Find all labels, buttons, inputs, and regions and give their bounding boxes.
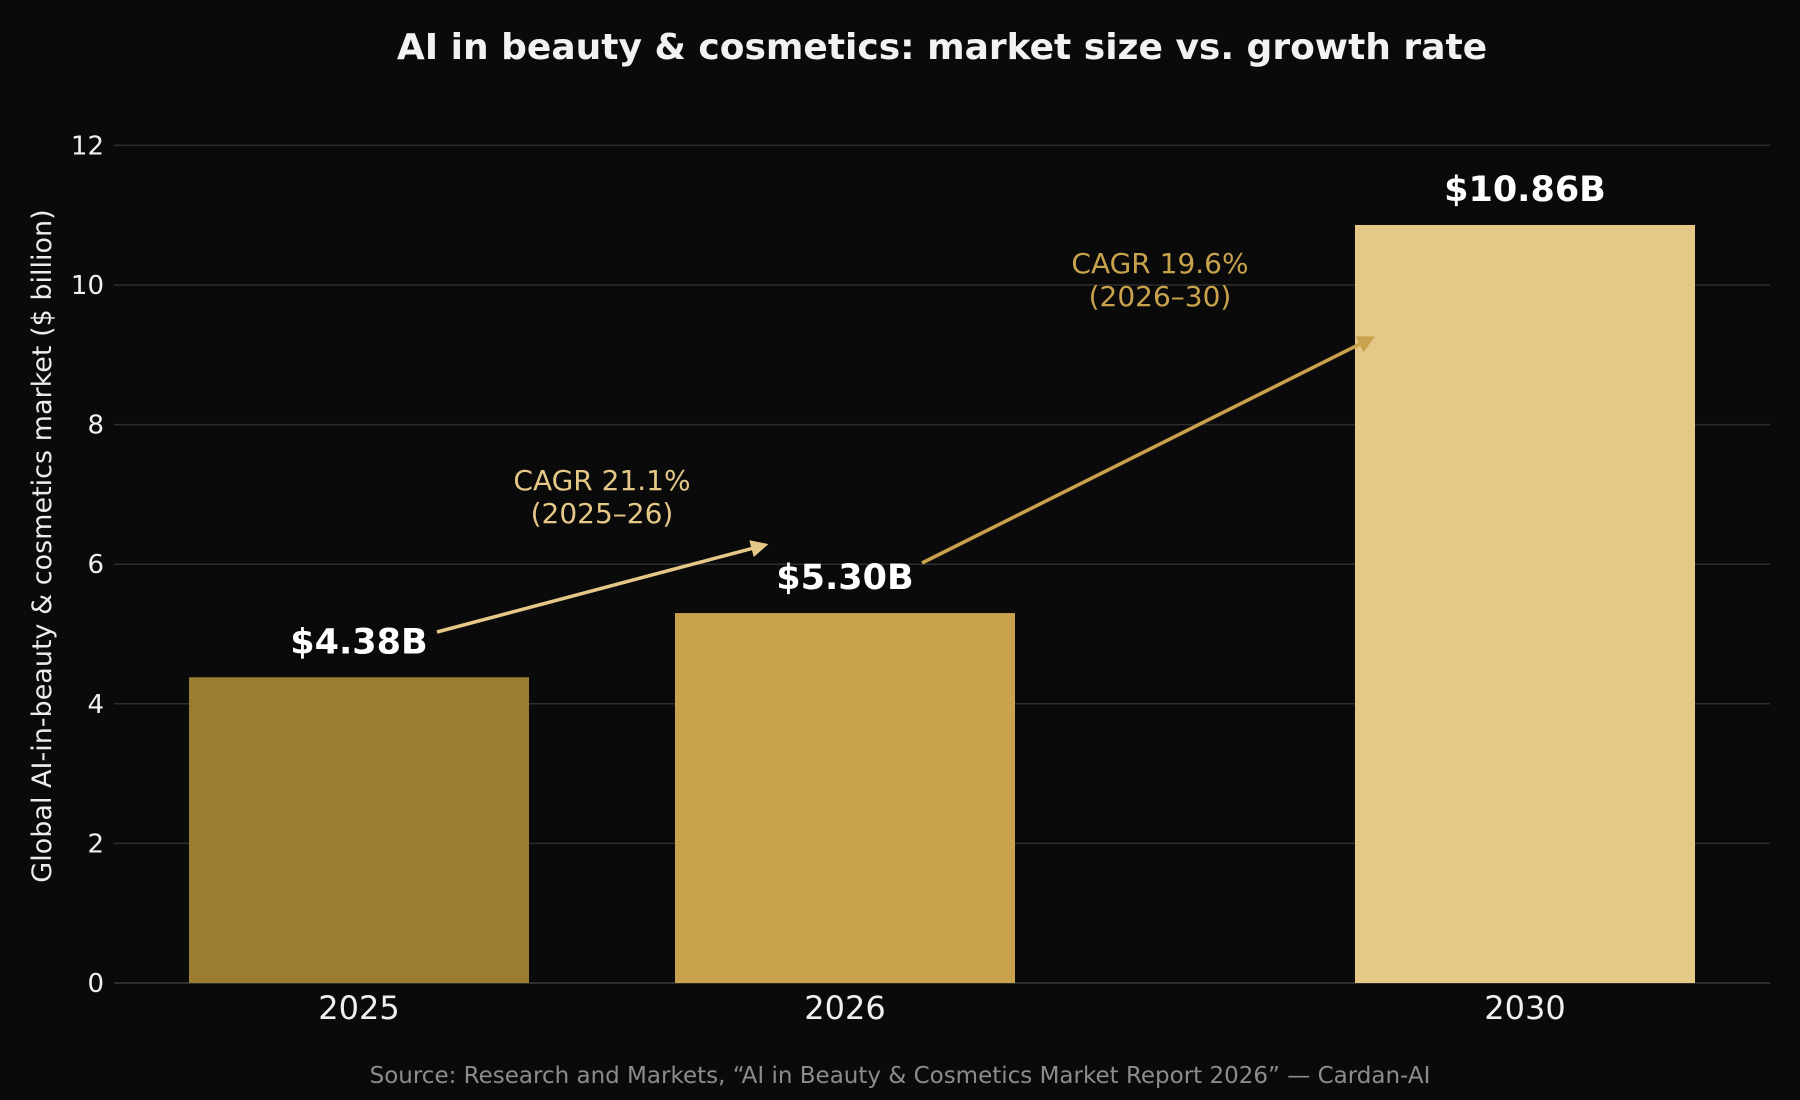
cagr-period-1: (2026–30) <box>1089 280 1232 313</box>
chart-title: AI in beauty & cosmetics: market size vs… <box>397 27 1487 68</box>
y-axis-ticks: 0 2 4 6 8 10 12 <box>71 131 104 999</box>
bar-2026 <box>675 613 1015 983</box>
x-tick-2025: 2025 <box>318 989 399 1027</box>
y-tick-label: 8 <box>87 411 104 441</box>
bars <box>189 224 1695 984</box>
x-tick-2026: 2026 <box>804 989 885 1027</box>
cagr-annotations: CAGR 21.1%(2025–26) CAGR 19.6%(2026–30) <box>436 247 1376 634</box>
data-label-2026: $5.30B <box>776 558 913 598</box>
cagr-label-0: CAGR 21.1% <box>513 464 690 497</box>
bar-2030 <box>1355 224 1695 984</box>
y-tick-label: 6 <box>87 550 104 580</box>
data-label-2030: $10.86B <box>1444 170 1606 210</box>
x-axis-ticks: 2025 2026 2030 <box>318 989 1565 1027</box>
cagr-label-1: CAGR 19.6% <box>1071 247 1248 280</box>
y-tick-label: 0 <box>87 969 104 999</box>
cagr-period-0: (2025–26) <box>531 497 674 530</box>
y-tick-label: 4 <box>87 690 104 720</box>
data-labels: $4.38B $5.30B $10.86B <box>290 170 1606 662</box>
cagr-arrow-1 <box>921 336 1376 565</box>
x-tick-2030: 2030 <box>1484 989 1565 1027</box>
y-axis-label: Global AI-in-beauty & cosmetics market (… <box>27 209 58 882</box>
bar-2025 <box>189 677 529 983</box>
y-tick-label: 12 <box>71 131 104 161</box>
cagr-arrow-0 <box>436 540 769 634</box>
y-tick-label: 2 <box>87 829 104 859</box>
source-note: Source: Research and Markets, “AI in Bea… <box>370 1063 1431 1089</box>
y-tick-label: 10 <box>71 271 104 301</box>
data-label-2025: $4.38B <box>290 622 427 662</box>
